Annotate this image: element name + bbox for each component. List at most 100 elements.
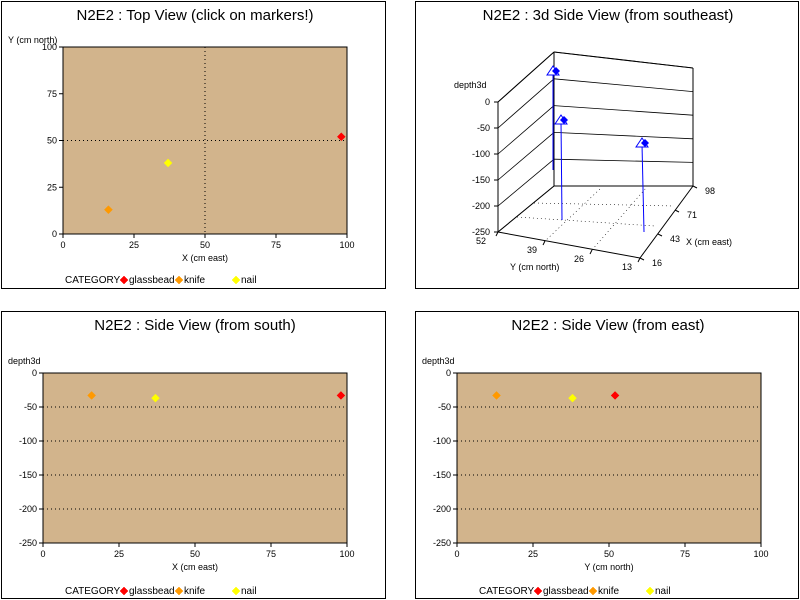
y-tick-label: 52 [476,236,486,246]
z-tick-label: 0 [485,97,490,107]
y-tick-label: 100 [42,42,57,52]
y-tick [637,257,641,263]
x-tick-label: 98 [705,186,715,196]
data-point-marker-fill [552,67,560,75]
x-tick-label: 100 [339,549,354,559]
data-point-marker-fill [560,116,568,124]
grid-line-z [497,158,555,207]
y-tick-label: -150 [19,470,37,480]
z-tick-label: -50 [477,123,490,133]
point-stem [641,143,645,233]
data-point-knife [87,391,96,400]
east-side-view-chart: N2E2 : Side View (from east) 0 -50 -100 -150… [422,317,769,597]
plot-area [42,372,348,544]
east-side-view-panel: N2E2 : Side View (from east) 0 -50 -100 -150… [415,311,799,599]
floor-grid [516,216,656,227]
legend-marker-glassbead [119,586,129,596]
x-tick [657,233,663,237]
x-tick-label: 75 [271,240,281,250]
legend-marker-glassbead [119,275,129,285]
x-axis-label: X (cm east) [182,253,228,263]
legend-marker-knife [174,586,184,596]
legend-label-glassbead: glassbead [543,586,589,597]
y-tick-label: 0 [32,368,37,378]
data-point-glassbead [610,391,620,400]
data-point-nail [568,393,577,403]
y-tick-label: 13 [622,262,632,272]
y-tick-label: -50 [438,402,451,412]
x-tick-label: 75 [680,549,690,559]
x-tick-label: 25 [528,549,538,559]
y-axis-label: depth3d [422,356,455,366]
grid-line-z [553,132,694,140]
y-axis-label: Y (cm north) [510,262,559,272]
x-tick [674,209,680,213]
y-tick-label: 39 [527,245,537,255]
y-tick [589,249,593,255]
legend-label-glassbead: glassbead [129,275,175,286]
legend-label-nail: nail [241,586,257,597]
grid-line-z [497,105,555,155]
grid-line-z [553,105,694,116]
legend-marker-knife [174,275,184,285]
chart-title: N2E2 : Side View (from east) [511,317,704,334]
x-tick-label: 50 [190,549,200,559]
y-tick-label: -100 [433,436,451,446]
chart-title: N2E2 : 3d Side View (from southeast) [483,7,734,24]
x-tick-label: 71 [687,210,697,220]
x-axis-label: X (cm east) [172,562,218,572]
y-tick-label: -250 [19,538,37,548]
legend-label-glassbead: glassbead [129,586,175,597]
grid-line-z [553,158,694,163]
legend-label-nail: nail [655,586,671,597]
z-tick-label: -250 [472,227,490,237]
legend-label-knife: knife [184,275,206,286]
floor-grid [591,187,647,251]
3d-side-view-chart: N2E2 : 3d Side View (from southeast) 0 -50… [454,7,734,272]
data-point-knife[interactable] [104,205,113,215]
top-view-panel: N2E2 : Top View (click on markers!) 0 25 50… [1,1,386,289]
point-stem [560,120,563,221]
legend-label-nail: nail [241,275,257,286]
chart-title: N2E2 : Side View (from south) [94,317,295,334]
x-tick-label: 43 [670,234,680,244]
floor-grid [543,187,602,243]
legend-title: CATEGORY [65,586,121,597]
y-tick-label: 0 [446,368,451,378]
z-axis-label: depth3d [454,80,487,90]
y-tick-label: -200 [433,504,451,514]
x-tick [639,257,645,261]
data-point-nail[interactable] [163,158,173,168]
x-tick-label: 0 [40,549,45,559]
south-side-view-panel: N2E2 : Side View (from south) 0 -50 -100 -15… [1,311,386,599]
data-point-knife [492,391,501,400]
legend-label-knife: knife [184,586,206,597]
y-tick-label: 26 [574,254,584,264]
x-tick-label: 0 [60,240,65,250]
grid-line-z [497,132,555,181]
data-point-glassbead[interactable] [336,132,346,142]
y-tick-label: -50 [24,402,37,412]
legend-title: CATEGORY [479,586,535,597]
grid-line-z [553,78,694,92]
y-tick-label: 50 [47,136,57,146]
y-axis-label: Y (cm north) [8,35,57,45]
x-axis-label: Y (cm north) [584,562,633,572]
x-tick-label: 0 [454,549,459,559]
z-tick-label: -200 [472,201,490,211]
grid-line-z [497,185,555,233]
z-tick-label: -150 [472,175,490,185]
x-tick [692,185,698,189]
x-tick-label: 16 [652,258,662,268]
legend-marker-nail [645,586,655,596]
x-tick-label: 100 [339,240,354,250]
x-axis-label: X (cm east) [686,237,732,247]
legend-marker-knife [588,586,598,596]
y-tick-label: -200 [19,504,37,514]
data-point-marker-fill [641,139,649,147]
box-edge [497,231,641,259]
y-tick [542,240,546,246]
x-tick-label: 25 [114,549,124,559]
y-tick-label: 25 [47,182,57,192]
x-tick-label: 50 [200,240,210,250]
